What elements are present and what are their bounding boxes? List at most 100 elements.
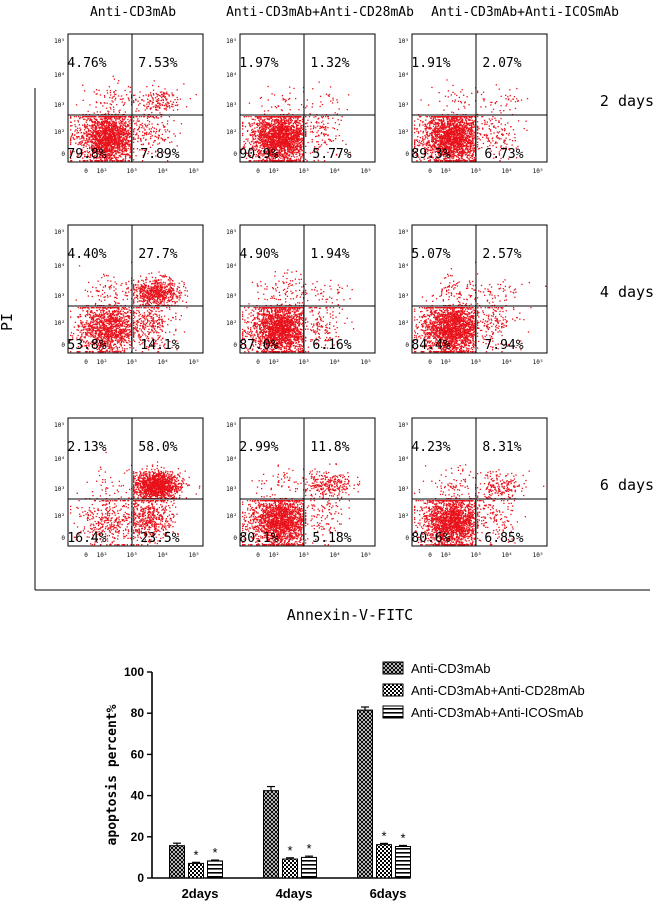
scatter-dot	[284, 142, 285, 143]
scatter-dot	[119, 146, 120, 147]
scatter-dot	[75, 129, 76, 130]
scatter-dot	[265, 143, 266, 144]
scatter-dot	[96, 142, 97, 143]
scatter-dot	[437, 138, 438, 139]
scatter-dot	[125, 116, 126, 117]
scatter-dot	[294, 143, 295, 144]
scatter-dot	[276, 119, 277, 120]
scatter-dot	[157, 144, 158, 145]
scatter-dot	[159, 108, 160, 109]
x-tick-label: 10³	[299, 168, 310, 175]
scatter-dot	[297, 118, 298, 119]
scatter-dot	[265, 135, 266, 136]
scatter-dot	[282, 119, 283, 120]
scatter-dot	[117, 134, 118, 135]
scatter-dot	[277, 134, 278, 135]
scatter-dot	[145, 125, 146, 126]
scatter-dot	[168, 94, 169, 95]
scatter-dot	[253, 143, 254, 144]
scatter-dot	[280, 143, 281, 144]
quadrant-lr-percent: 7.89%	[140, 147, 179, 162]
scatter-dot	[98, 125, 99, 126]
scatter-dot	[159, 143, 160, 144]
scatter-dot	[118, 160, 119, 161]
scatter-dot	[126, 137, 127, 138]
scatter-dot	[170, 101, 171, 102]
scatter-dot	[89, 139, 90, 140]
scatter-dot	[133, 152, 134, 153]
scatter-dot	[269, 132, 270, 133]
scatter-dot	[89, 125, 90, 126]
scatter-dot	[281, 127, 282, 128]
scatter-dot	[243, 141, 244, 142]
scatter-dot	[114, 94, 115, 95]
scatter-dot	[152, 103, 153, 104]
scatter-dot	[167, 102, 168, 103]
scatter-dot	[86, 116, 87, 117]
scatter-dot	[173, 110, 174, 111]
scatter-dot	[165, 98, 166, 99]
scatter-dot	[96, 126, 97, 127]
scatter-dot	[116, 122, 117, 123]
scatter-dot	[333, 140, 334, 141]
scatter-dot	[154, 80, 155, 81]
scatter-dot	[79, 138, 80, 139]
scatter-dot	[323, 124, 324, 125]
scatter-dot	[299, 128, 300, 129]
scatter-dot	[281, 122, 282, 123]
scatter-dot	[288, 120, 289, 121]
scatter-dot	[251, 135, 252, 136]
scatter-dot	[102, 105, 103, 106]
scatter-dot	[139, 120, 140, 121]
scatter-dot	[125, 145, 126, 146]
scatter-dot	[127, 153, 128, 154]
scatter-dot	[293, 88, 294, 89]
scatter-dot	[91, 134, 92, 135]
scatter-dot	[111, 127, 112, 128]
scatter-dot	[305, 135, 306, 136]
scatter-dot	[263, 122, 264, 123]
scatter-dot	[288, 142, 289, 143]
scatter-dot	[251, 132, 252, 133]
scatter-dot	[96, 136, 97, 137]
scatter-dot	[113, 126, 114, 127]
scatter-dot	[143, 100, 144, 101]
scatter-dot	[280, 128, 281, 129]
scatter-dot	[291, 138, 292, 139]
y-tick-label: 10⁵	[54, 38, 65, 45]
scatter-dot	[260, 116, 261, 117]
scatter-dot	[285, 122, 286, 123]
scatter-dot	[119, 155, 120, 156]
scatter-dot	[98, 130, 99, 131]
scatter-dot	[263, 125, 264, 126]
scatter-dot	[152, 97, 153, 98]
scatter-dot	[296, 133, 297, 134]
scatter-dot	[133, 120, 134, 121]
scatter-dot	[292, 153, 293, 154]
scatter-dot	[280, 117, 281, 118]
scatter-dot	[116, 157, 117, 158]
scatter-dot	[128, 121, 129, 122]
scatter-dot	[110, 118, 111, 119]
scatter-dot	[120, 140, 121, 141]
scatter-dot	[301, 140, 302, 141]
scatter-dot	[293, 140, 294, 141]
scatter-dot	[286, 160, 287, 161]
scatter-dot	[111, 148, 112, 149]
scatter-dot	[284, 124, 285, 125]
scatter-dot	[281, 109, 282, 110]
scatter-dot	[161, 94, 162, 95]
scatter-dot	[316, 121, 317, 122]
scatter-dot	[121, 150, 122, 151]
scatter-dot	[290, 117, 291, 118]
scatter-dot	[146, 126, 147, 127]
scatter-dot	[270, 124, 271, 125]
scatter-dot	[86, 139, 87, 140]
scatter-dot	[149, 124, 150, 125]
scatter-dot	[244, 144, 245, 145]
scatter-dot	[109, 97, 110, 98]
scatter-dot	[262, 128, 263, 129]
scatter-dot	[85, 128, 86, 129]
scatter-dot	[272, 135, 273, 136]
scatter-dot	[280, 124, 281, 125]
